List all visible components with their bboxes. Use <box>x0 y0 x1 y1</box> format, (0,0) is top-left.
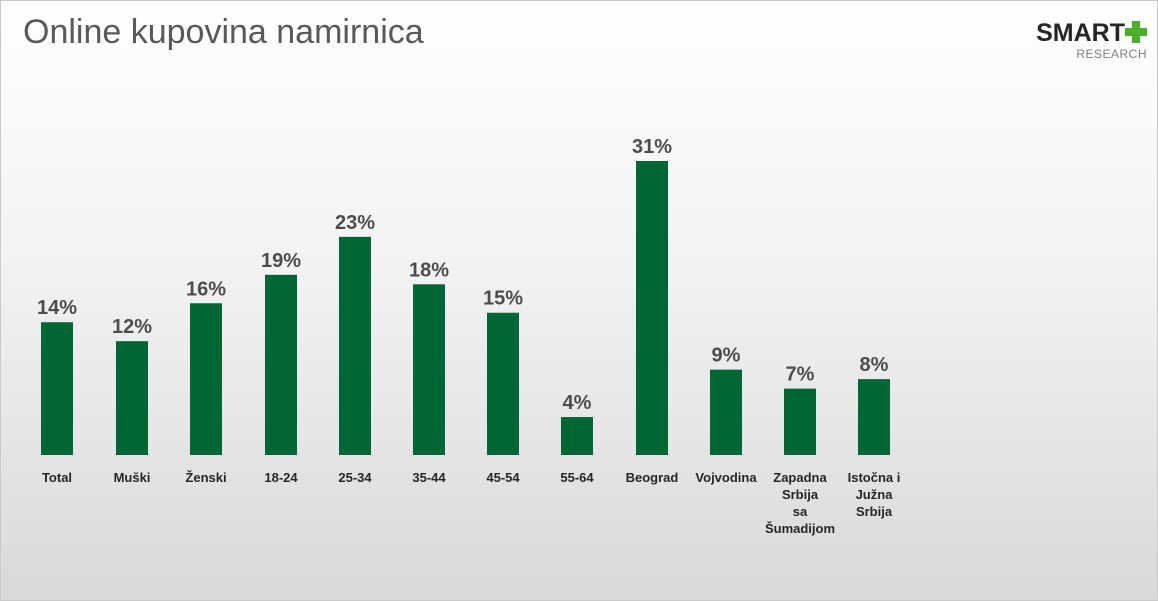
bar-0 <box>41 322 73 455</box>
value-label-4: 23% <box>335 212 375 234</box>
bar-10 <box>784 388 816 455</box>
category-label-3: 18-24 <box>264 470 298 485</box>
chart-title: Online kupovina namirnica <box>23 13 424 51</box>
bar-7 <box>561 417 593 455</box>
value-label-9: 9% <box>712 345 741 367</box>
category-label-4: 25-34 <box>338 470 372 485</box>
value-label-2: 16% <box>186 278 226 300</box>
value-label-0: 14% <box>37 297 77 319</box>
bar-4 <box>339 236 371 455</box>
category-label-5: 35-44 <box>412 470 446 485</box>
category-label-9: Vojvodina <box>695 470 757 485</box>
category-label-0: Total <box>42 470 72 485</box>
bar-3 <box>265 274 297 455</box>
value-label-8: 31% <box>632 136 672 158</box>
plus-icon <box>1125 21 1147 43</box>
logo-wordmark: SMART <box>1036 19 1125 47</box>
smart-research-logo: SMART RESEARCH <box>1007 19 1147 65</box>
bar-2 <box>190 303 222 455</box>
value-label-7: 4% <box>563 392 592 414</box>
bar-5 <box>413 284 445 455</box>
bar-8 <box>636 161 668 455</box>
value-label-5: 18% <box>409 259 449 281</box>
value-label-3: 19% <box>261 250 301 272</box>
category-label-7: 55-64 <box>560 470 594 485</box>
bar-6 <box>487 312 519 455</box>
logo-subtitle: RESEARCH <box>1076 47 1147 61</box>
category-label-1: Muški <box>114 470 151 485</box>
category-label-6: 45-54 <box>486 470 520 485</box>
category-label-10: Zapadna Srbija sa Šumadijom <box>765 470 835 536</box>
category-label-11: Istočna i Južna Srbija <box>848 470 901 519</box>
value-label-1: 12% <box>112 316 152 338</box>
bar-9 <box>710 369 742 455</box>
bar-11 <box>858 379 890 455</box>
value-label-6: 15% <box>483 288 523 310</box>
category-label-8: Beograd <box>626 470 679 485</box>
bar-1 <box>116 341 148 455</box>
value-label-10: 7% <box>786 364 815 386</box>
value-label-11: 8% <box>860 354 889 376</box>
category-label-2: Ženski <box>185 470 226 485</box>
